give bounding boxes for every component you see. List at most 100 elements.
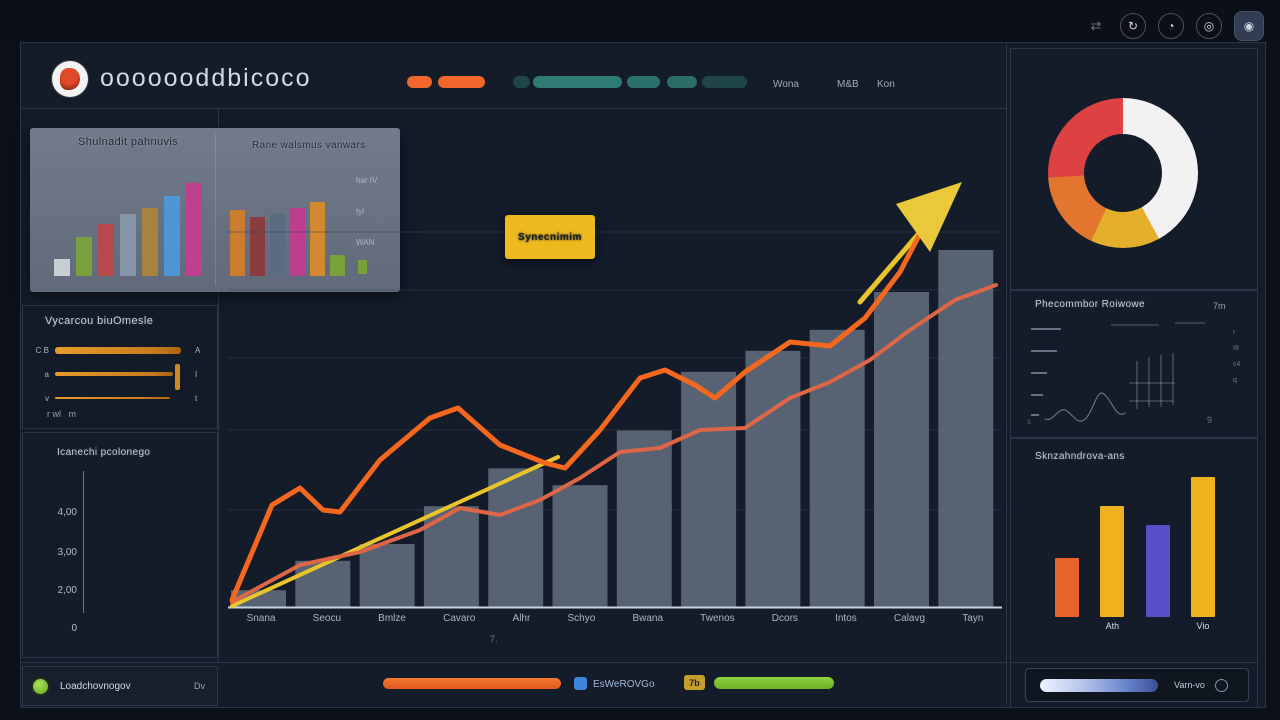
footer-yellow-badge-text: 7b xyxy=(689,677,700,688)
mini-chart-1-title: Shulnadit pahnuvis xyxy=(78,136,179,148)
mini-chart-2-legend-marker xyxy=(358,260,367,274)
slider-fill[interactable] xyxy=(1040,678,1158,692)
legend-pill xyxy=(407,76,432,88)
footer-orange-bar xyxy=(383,678,561,689)
bar-column xyxy=(1055,469,1079,635)
header-nav: Wona M&B Kon xyxy=(0,79,1006,95)
bar xyxy=(330,255,345,276)
bar xyxy=(164,196,180,276)
footer-right-button[interactable]: Varn-vo xyxy=(1174,680,1205,690)
slider-control[interactable]: Varn-vo xyxy=(1025,668,1249,702)
mini-chart-1 xyxy=(54,168,204,276)
main-chart-x-labels: Snana Seocu Bmlze Cavaro Alhr Schyo Bwana Tweno… xyxy=(228,613,1002,624)
bar xyxy=(98,224,114,276)
legend-pill xyxy=(438,76,485,88)
avatar-icon[interactable]: ◎ xyxy=(1196,13,1222,39)
main-chart xyxy=(228,182,1002,609)
spark-tag: 7m xyxy=(1213,301,1226,311)
x-axis-label: Dcors xyxy=(771,613,798,624)
bar-column xyxy=(1145,469,1170,635)
nav-item[interactable]: Wona xyxy=(773,79,799,90)
x-axis-label: Seocu xyxy=(312,613,342,624)
hbar-track xyxy=(55,372,189,376)
bar-column: Ath xyxy=(1100,469,1125,635)
bar xyxy=(270,214,285,276)
logo xyxy=(52,61,88,97)
sync-icon[interactable]: ↻ xyxy=(1120,13,1146,39)
spark-mark: t8 xyxy=(1233,345,1239,352)
status-row[interactable]: Loadchovnogov Dv xyxy=(22,666,218,706)
footer-right-group: Varn-vo xyxy=(1010,662,1258,708)
bar xyxy=(1055,558,1079,617)
main-chart-caption: 7. xyxy=(490,634,498,644)
footer-divider xyxy=(21,662,1006,663)
spark-mark: c4 xyxy=(1233,361,1241,368)
hbars-caption: r wl m xyxy=(47,409,76,419)
brand-title: ooooooddbicoco xyxy=(100,64,312,92)
x-axis-label: Cavaro xyxy=(443,613,476,624)
hbar-left-label: C B xyxy=(35,345,49,355)
bar xyxy=(1190,477,1215,617)
bar-column: Vio xyxy=(1190,469,1215,635)
axis-tick-label: 2,00 xyxy=(57,585,77,596)
bar xyxy=(54,258,70,276)
hbar-fill xyxy=(55,346,181,354)
logo-mark xyxy=(60,68,80,90)
status-badge: Dv xyxy=(194,681,205,691)
chart-annotation-badge: Synecnimim xyxy=(505,215,595,259)
mini-charts-card: Shulnadit pahnuvis Rane walsmus vanwars … xyxy=(30,128,400,292)
hbar-right-label: A xyxy=(195,345,201,355)
hbar-fill xyxy=(55,372,173,376)
chart-annotation-text: Synecnimim xyxy=(518,231,582,243)
footer-center-label: EsWeROVGo xyxy=(593,679,655,690)
axis-ticks: 4,00 3,00 2,00 0 xyxy=(41,433,81,653)
footer-right-icon[interactable] xyxy=(1214,678,1228,692)
legend-item: WAN xyxy=(356,238,375,247)
footer-yellow-badge: 7b xyxy=(684,675,705,690)
x-axis-label: Calavg xyxy=(893,613,926,624)
x-axis-label: Intos xyxy=(835,613,857,624)
donut-panel xyxy=(1010,48,1258,290)
bar xyxy=(120,214,136,276)
header-legend-pills xyxy=(0,76,1006,90)
bar xyxy=(76,237,92,276)
apps-icon[interactable]: ◉ xyxy=(1234,11,1264,41)
hbar-marker[interactable] xyxy=(175,364,180,390)
right-bars-title: Sknzahndrova-ans xyxy=(1035,451,1125,462)
footer-blue-icon xyxy=(574,677,587,690)
x-axis-label: Tayn xyxy=(962,613,984,624)
bar-label: Vio xyxy=(1196,621,1210,631)
hbar-right-label: t xyxy=(195,393,198,403)
hbar-right-label: I xyxy=(195,369,198,379)
spark-right-mark: 9 xyxy=(1207,415,1213,425)
spark-sketch xyxy=(1031,322,1205,422)
nav-item[interactable]: Kon xyxy=(877,79,895,90)
clock-icon[interactable]: ◔ xyxy=(1158,13,1184,39)
bar xyxy=(290,208,305,276)
nav-item[interactable]: M&B xyxy=(837,79,859,90)
bar xyxy=(1100,506,1125,617)
link-icon[interactable]: ⇄ xyxy=(1090,18,1102,33)
bar xyxy=(230,210,245,276)
top-strip xyxy=(0,0,1280,42)
spark-panel: Phecommbor Roiwowe 7m r t8 c4 q s 9 xyxy=(1010,290,1258,438)
x-axis-label: Snana xyxy=(246,613,276,624)
legend-pill xyxy=(702,76,747,88)
mini-chart-2 xyxy=(230,173,348,276)
right-bars-chart: Ath Vio xyxy=(1055,469,1215,635)
header-divider xyxy=(21,108,1006,109)
spark-mark: r xyxy=(1233,329,1236,336)
x-axis-label: Bmlze xyxy=(378,613,406,624)
axis-line xyxy=(83,471,84,613)
spark-title: Phecommbor Roiwowe xyxy=(1035,299,1146,310)
x-axis-label: Bwana xyxy=(632,613,664,624)
mini-chart-2-legend: har IV tyl WAN xyxy=(356,176,377,247)
legend-pill xyxy=(667,76,697,88)
axis-tick-label: 0 xyxy=(71,623,77,634)
axis-panel-title: Icanechi pcolonego xyxy=(57,447,151,458)
